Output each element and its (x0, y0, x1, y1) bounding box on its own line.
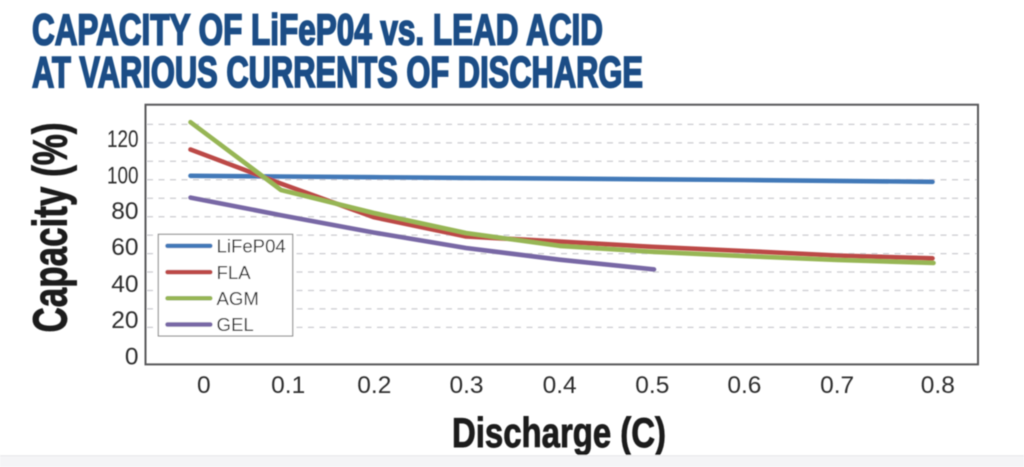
svg-text:60: 60 (111, 234, 138, 261)
svg-text:0.3: 0.3 (449, 372, 483, 399)
svg-text:20: 20 (111, 307, 138, 334)
svg-text:0.5: 0.5 (635, 372, 669, 399)
svg-text:120: 120 (107, 126, 139, 153)
svg-text:0.7: 0.7 (820, 372, 854, 399)
svg-text:GEL: GEL (217, 314, 254, 335)
svg-text:100: 100 (107, 162, 139, 189)
svg-text:CAPACITY OF LiFeP04 vs. LEAD A: CAPACITY OF LiFeP04 vs. LEAD ACID (32, 6, 603, 55)
svg-text:Discharge (C): Discharge (C) (452, 409, 666, 456)
svg-text:LiFeP04: LiFeP04 (217, 236, 286, 257)
svg-text:40: 40 (111, 271, 138, 298)
svg-text:AGM: AGM (217, 288, 259, 309)
svg-text:0: 0 (125, 344, 139, 371)
svg-text:0.1: 0.1 (271, 372, 305, 399)
svg-text:0.8: 0.8 (921, 372, 955, 399)
svg-text:FLA: FLA (217, 262, 252, 283)
svg-text:0: 0 (197, 372, 211, 399)
svg-text:0.4: 0.4 (543, 372, 577, 399)
svg-text:Capacity (%): Capacity (%) (25, 123, 78, 333)
svg-text:AT VARIOUS CURRENTS OF DISCHAR: AT VARIOUS CURRENTS OF DISCHARGE (32, 48, 643, 97)
svg-text:0.6: 0.6 (727, 372, 761, 399)
svg-text:80: 80 (111, 198, 138, 225)
svg-text:0.2: 0.2 (357, 372, 391, 399)
